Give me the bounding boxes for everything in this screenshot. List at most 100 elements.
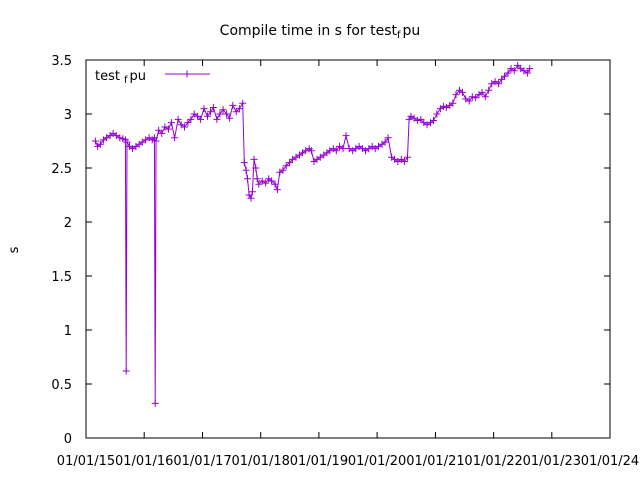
data-point — [400, 158, 408, 165]
data-point — [504, 69, 512, 77]
data-point — [326, 147, 334, 155]
data-point — [271, 180, 279, 188]
data-point — [514, 61, 522, 69]
data-point — [116, 134, 124, 142]
y-tick-label: 3 — [64, 108, 72, 123]
data-point — [209, 104, 217, 111]
plot-frame — [85, 59, 611, 439]
x-tick-label: 01/01/21 — [406, 454, 464, 469]
data-point — [213, 115, 221, 123]
y-axis-ticks: 0 0.5 1 1.5 2 2.5 3 3.5 — [51, 54, 610, 447]
data-point — [485, 86, 493, 94]
legend: test f pu — [95, 69, 210, 86]
data-point — [152, 137, 160, 145]
data-point — [91, 137, 99, 145]
y-tick-label: 3.5 — [51, 54, 72, 69]
data-point — [242, 166, 250, 174]
data-point — [150, 134, 158, 142]
data-point — [187, 115, 195, 123]
data-point — [174, 115, 182, 123]
data-point — [495, 80, 503, 88]
series-layer — [91, 61, 534, 407]
data-point — [430, 117, 437, 124]
chart-title: Compile time in s for testf pu — [220, 23, 421, 41]
x-tick-label: 01/01/18 — [232, 454, 290, 469]
data-point — [219, 106, 227, 114]
data-point — [204, 112, 211, 120]
data-point — [244, 175, 251, 183]
data-point — [158, 129, 166, 137]
data-point — [167, 119, 175, 127]
data-point — [413, 117, 421, 124]
data-point — [262, 179, 270, 187]
data-point — [181, 123, 188, 131]
x-tick-label: 01/01/23 — [523, 454, 581, 469]
y-tick-label: 0.5 — [51, 378, 72, 393]
y-tick-label: 2.5 — [51, 162, 72, 177]
data-point — [123, 138, 131, 146]
y-tick-label: 2 — [64, 216, 72, 231]
data-point — [239, 99, 247, 107]
data-point — [96, 140, 104, 148]
x-tick-label: 01/01/17 — [173, 454, 231, 469]
data-point — [248, 188, 256, 196]
data-point — [465, 97, 473, 105]
data-point — [268, 177, 276, 185]
data-point — [459, 88, 466, 96]
data-point — [523, 69, 531, 77]
data-point — [247, 194, 255, 202]
x-tick-label: 01/01/24 — [581, 454, 639, 469]
data-point — [417, 115, 425, 123]
data-point — [252, 164, 260, 172]
data-point — [478, 88, 486, 96]
legend-marker — [183, 70, 191, 78]
y-tick-label: 1 — [64, 324, 72, 339]
y-tick-label: 0 — [64, 432, 72, 447]
data-point — [216, 110, 224, 118]
data-point — [339, 145, 347, 153]
plot-border — [85, 59, 611, 439]
data-point — [452, 91, 460, 99]
x-tick-label: 01/01/15 — [57, 454, 115, 469]
data-point — [501, 72, 508, 80]
data-point — [164, 125, 172, 133]
y-tick-label: 1.5 — [51, 270, 72, 285]
data-point — [194, 112, 202, 120]
data-point — [381, 138, 389, 146]
data-point — [232, 108, 240, 116]
x-tick-label: 01/01/16 — [115, 454, 173, 469]
data-point — [307, 147, 315, 155]
data-point — [207, 108, 214, 116]
data-point — [279, 166, 287, 174]
data-point — [184, 119, 192, 127]
data-point — [510, 67, 518, 75]
data-point — [235, 105, 243, 113]
data-point — [122, 367, 130, 375]
data-point — [404, 153, 411, 161]
data-point — [286, 159, 294, 167]
data-point — [332, 147, 340, 155]
data-point — [273, 186, 281, 194]
data-point — [253, 175, 261, 183]
data-point — [481, 93, 489, 101]
data-point — [151, 399, 159, 407]
data-point — [282, 162, 290, 170]
data-point — [155, 126, 163, 134]
data-point — [472, 94, 480, 102]
data-point — [171, 134, 179, 142]
data-point — [197, 115, 205, 123]
data-point — [449, 99, 457, 107]
data-point — [240, 159, 248, 167]
x-tick-label: 01/01/22 — [464, 454, 522, 469]
data-point — [384, 134, 392, 142]
data-point — [250, 155, 258, 163]
data-point — [468, 93, 476, 101]
data-point — [255, 180, 263, 188]
x-tick-label: 01/01/19 — [290, 454, 348, 469]
legend-label: test f pu — [95, 69, 146, 86]
data-point — [200, 105, 208, 113]
data-point — [526, 65, 534, 73]
data-point — [439, 102, 447, 110]
y-axis-label: s — [7, 246, 22, 253]
